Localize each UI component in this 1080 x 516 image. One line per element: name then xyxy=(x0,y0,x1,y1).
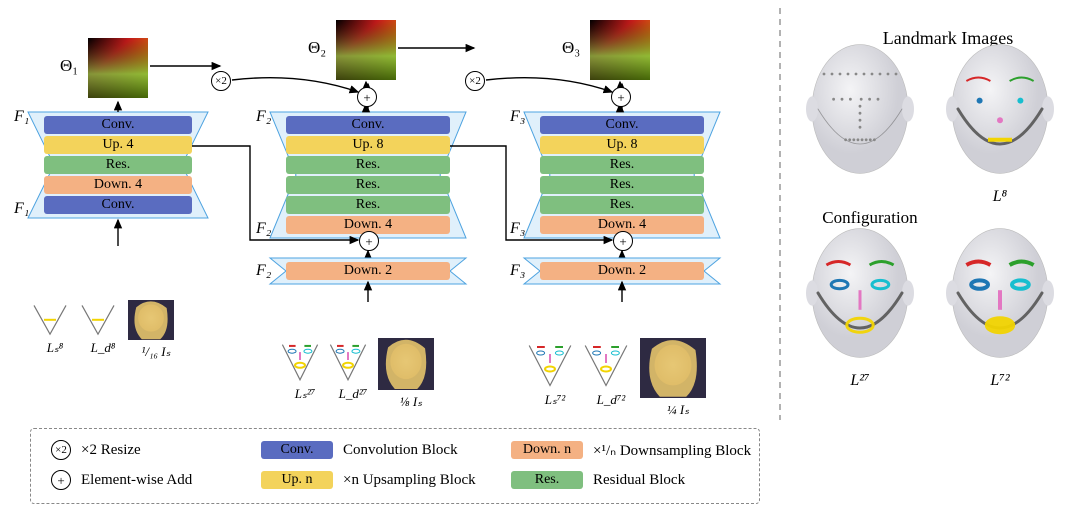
F-top-label-2: F₂ xyxy=(256,108,282,126)
stage3-up-block: Up. 8 xyxy=(540,136,704,154)
face-config xyxy=(800,46,920,186)
theta-heatmap xyxy=(88,38,148,98)
F-bottom-label-2: F₂ xyxy=(256,220,282,238)
input-label-stage2-2: ⅛ Iₛ xyxy=(378,394,444,412)
input-thumb-stage2-2 xyxy=(378,338,434,390)
F-top-label-1: F₁ xyxy=(14,108,40,126)
resize-x2-icon: ×2 xyxy=(211,71,231,91)
theta-label-1: Θ₁ xyxy=(60,56,86,76)
legend-text-2: Convolution Block xyxy=(343,442,458,459)
stage1-conv-block: Conv. xyxy=(44,116,192,134)
resize-x2-icon: ×2 xyxy=(465,71,485,91)
legend: ×2 ×2 Resize + Element-wise Add Conv. Convolu… xyxy=(30,428,760,504)
legend-block-up: Up. n xyxy=(261,471,333,489)
input-thumb-stage1-1 xyxy=(78,300,118,336)
legend-oplus-icon: + xyxy=(51,470,71,490)
legend-item-0: ×2 ×2 Resize xyxy=(51,439,141,461)
oplus-heatmap-3: + xyxy=(611,87,631,107)
legend-item-1: + Element-wise Add xyxy=(51,469,192,491)
face-L27 xyxy=(800,230,920,370)
input-thumb-stage2-0 xyxy=(278,338,322,382)
face-L8 xyxy=(940,46,1060,186)
legend-block-res: Res. xyxy=(511,471,583,489)
stage1-conv-block: Conv. xyxy=(44,196,192,214)
legend-block-down: Down. n xyxy=(511,441,583,459)
face-L72 xyxy=(940,230,1060,370)
face-label-L27: L²⁷ xyxy=(800,372,920,390)
theta-label-2: Θ₂ xyxy=(308,38,334,58)
input-label-stage3-0: Lₛ⁷² xyxy=(524,392,586,410)
stage1-up-block: Up. 4 xyxy=(44,136,192,154)
face-label-L8: L⁸ xyxy=(940,188,1060,206)
stage3-conv-block: Conv. xyxy=(540,116,704,134)
F-top-label-3: F₃ xyxy=(510,108,536,126)
legend-item-3: Up. n ×n Upsampling Block xyxy=(261,469,476,491)
stage2-conv-block: Conv. xyxy=(286,116,450,134)
input-label-stage3-2: ¼ Iₛ xyxy=(640,402,716,420)
stage1-down-block: Down. 4 xyxy=(44,176,192,194)
stage3-down-block: Down. 2 xyxy=(540,262,704,280)
input-thumb-stage3-0 xyxy=(524,338,576,388)
legend-text-1: Element-wise Add xyxy=(81,472,192,489)
input-thumb-stage1-0 xyxy=(30,300,70,336)
legend-times2-icon: ×2 xyxy=(51,440,71,460)
stage3-res-block: Res. xyxy=(540,176,704,194)
input-thumb-stage3-1 xyxy=(580,338,632,388)
stage1-res-block: Res. xyxy=(44,156,192,174)
stage3-res-block: Res. xyxy=(540,156,704,174)
F-bottom-label-1: F₁ xyxy=(14,200,40,218)
legend-item-2: Conv. Convolution Block xyxy=(261,439,458,461)
legend-text-0: ×2 Resize xyxy=(81,442,141,459)
input-label-stage1-2: ¹/₁₆ Iₛ xyxy=(128,344,184,362)
legend-item-4: Down. n ×¹/ₙ Downsampling Block xyxy=(511,439,751,461)
face-label-L72: L⁷² xyxy=(940,372,1060,390)
oplus-heatmap-2: + xyxy=(357,87,377,107)
legend-block-conv: Conv. xyxy=(261,441,333,459)
oplus-stage3: + xyxy=(613,231,633,251)
F-bottom-label-3: F₃ xyxy=(510,220,536,238)
theta-label-3: Θ₃ xyxy=(562,38,588,58)
stage2-res-block: Res. xyxy=(286,156,450,174)
input-label-stage2-0: Lₛ²⁷ xyxy=(278,386,332,404)
legend-text-4: ×¹/ₙ Downsampling Block xyxy=(593,441,751,460)
legend-item-5: Res. Residual Block xyxy=(511,469,685,491)
theta-heatmap xyxy=(590,20,650,80)
input-thumb-stage2-1 xyxy=(326,338,370,382)
input-label-stage2-1: L_d²⁷ xyxy=(326,386,380,404)
config-label: Configuration xyxy=(810,208,930,228)
input-thumb-stage3-2 xyxy=(640,338,706,398)
stage2-up-block: Up. 8 xyxy=(286,136,450,154)
theta-heatmap xyxy=(336,20,396,80)
oplus-stage2: + xyxy=(359,231,379,251)
stage3-res-block: Res. xyxy=(540,196,704,214)
legend-text-5: Residual Block xyxy=(593,472,685,489)
input-label-stage1-0: Lₛ⁸ xyxy=(30,340,80,358)
input-thumb-stage1-2 xyxy=(128,300,174,340)
F-bottom2-label-3: F₃ xyxy=(510,262,536,280)
stage2-res-block: Res. xyxy=(286,196,450,214)
input-label-stage1-1: L_d⁸ xyxy=(78,340,128,358)
legend-text-3: ×n Upsampling Block xyxy=(343,472,476,489)
stage2-down-block: Down. 2 xyxy=(286,262,450,280)
stage2-res-block: Res. xyxy=(286,176,450,194)
F-bottom2-label-2: F₂ xyxy=(256,262,282,280)
input-label-stage3-1: L_d⁷² xyxy=(580,392,642,410)
